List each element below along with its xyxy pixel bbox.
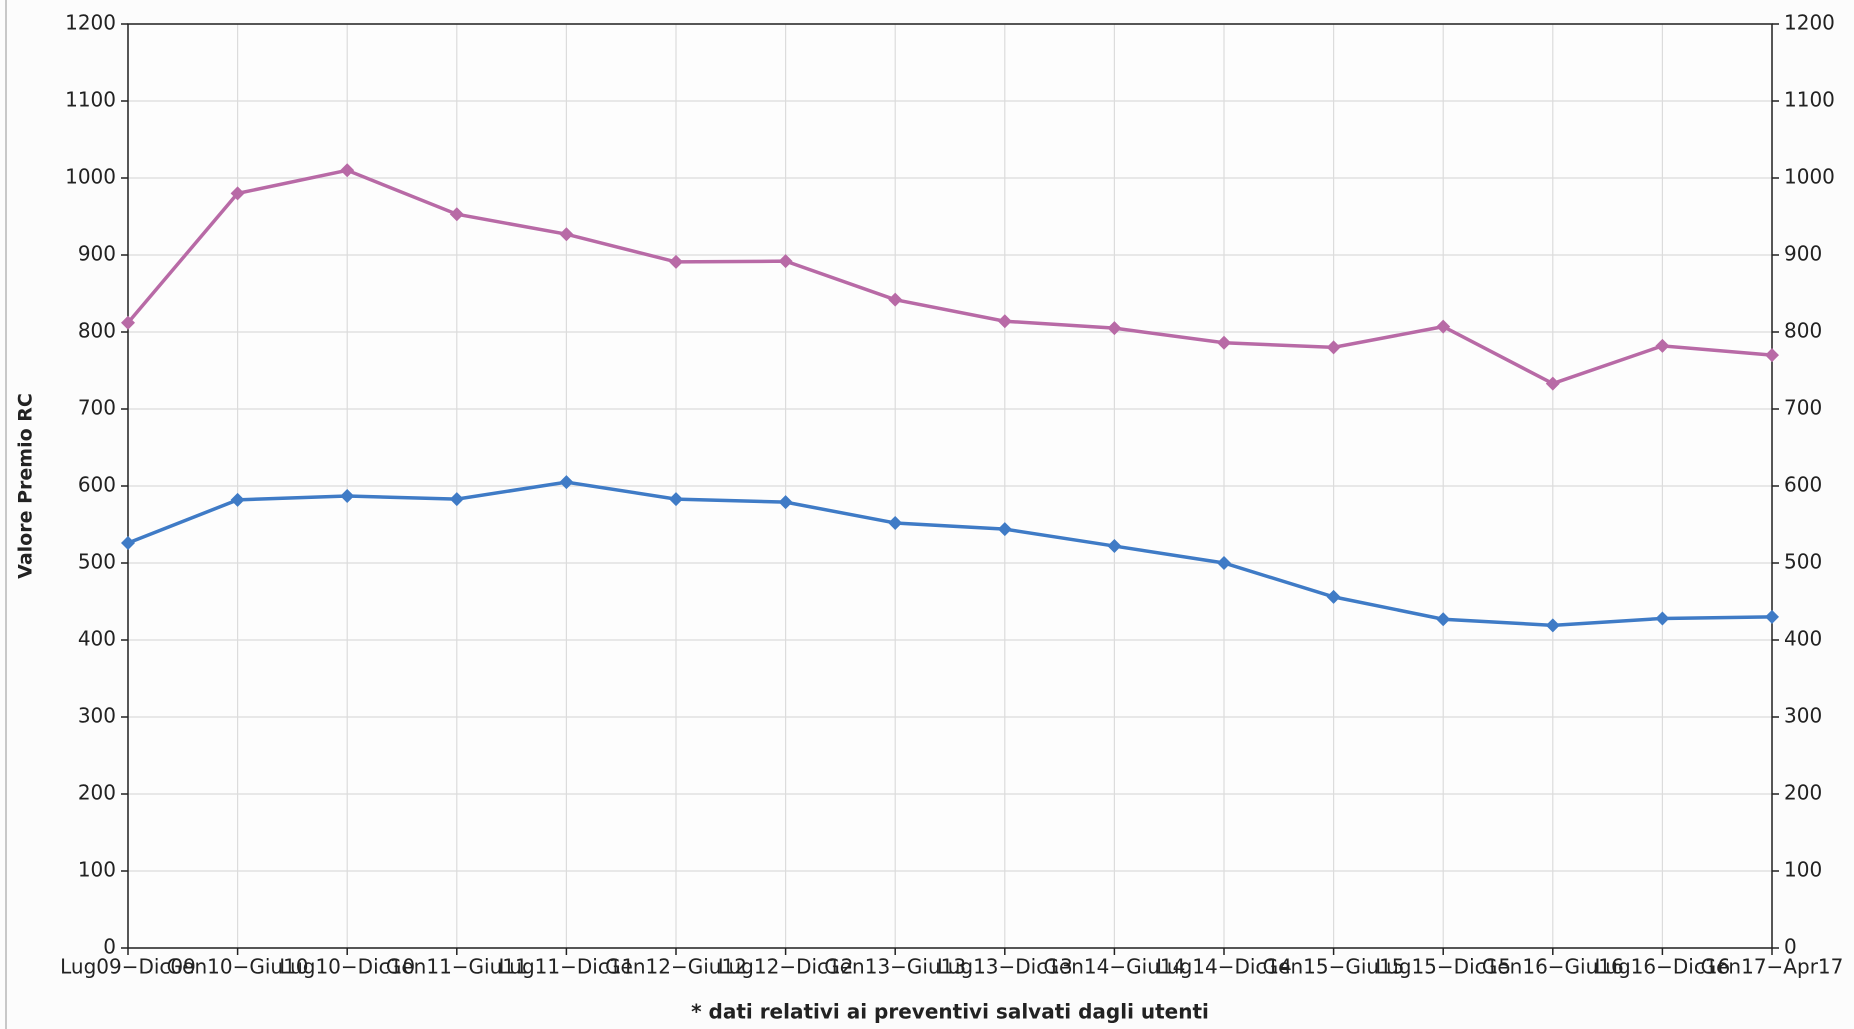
y2-tick-label: 800 <box>1784 319 1822 343</box>
marker <box>778 495 793 510</box>
marker <box>1107 539 1122 554</box>
x-tick-label: Gen16−Giu16 <box>1482 955 1624 979</box>
marker <box>1545 618 1560 633</box>
plot-border <box>127 23 1773 949</box>
marker <box>669 254 683 269</box>
y2-tick-label: 400 <box>1784 627 1822 651</box>
marker <box>1217 335 1231 350</box>
marker <box>1107 321 1122 336</box>
marker <box>997 314 1012 329</box>
y-tick-label: 300 <box>78 704 116 728</box>
marker <box>340 489 355 504</box>
y2-tick-label: 200 <box>1784 781 1822 805</box>
x-tick-label: Gen17−Apr17 <box>1701 955 1844 979</box>
y-tick-label: 700 <box>78 396 116 420</box>
marker <box>778 254 793 269</box>
y-tick-label: 1200 <box>65 11 116 35</box>
marker <box>1436 319 1451 334</box>
x-tick-label: Gen12−Giu12 <box>605 955 747 979</box>
y-tick-label: 500 <box>78 550 116 574</box>
x-tick-label: Gen14−Giu14 <box>1043 955 1185 979</box>
marker <box>888 515 903 530</box>
marker <box>1655 611 1670 626</box>
x-axis-label: * dati relativi ai preventivi salvati da… <box>691 1000 1209 1024</box>
y-axis-label: Valore Premio RC <box>15 393 37 579</box>
marker <box>1326 340 1341 355</box>
y2-tick-label: 900 <box>1784 242 1822 266</box>
marker <box>1765 609 1779 624</box>
x-tick-label: Lug16−Dic16 <box>1595 955 1731 979</box>
y-tick-label: 100 <box>78 858 116 882</box>
x-tick-label: Lug11−Dic11 <box>499 955 635 979</box>
marker <box>1545 376 1560 391</box>
marker <box>1326 589 1341 604</box>
y-tick-label: 600 <box>78 473 116 497</box>
y-tick-label: 1100 <box>65 88 116 112</box>
y2-tick-label: 100 <box>1784 858 1822 882</box>
x-tick-label: Gen11−Giu11 <box>386 955 528 979</box>
y-tick-label: 200 <box>78 781 116 805</box>
y2-tick-label: 1000 <box>1784 165 1835 189</box>
marker <box>230 186 245 201</box>
y2-tick-label: 0 <box>1784 935 1797 959</box>
x-tick-label: Lug10−Dic10 <box>279 955 415 979</box>
y-tick-label: 0 <box>103 935 116 959</box>
marker <box>1217 556 1231 570</box>
x-tick-label: Gen13−Giu13 <box>824 955 966 979</box>
y-tick-label: 400 <box>78 627 116 651</box>
y2-tick-label: 1200 <box>1784 11 1835 35</box>
marker <box>121 315 135 330</box>
marker <box>888 292 903 307</box>
marker <box>559 227 574 242</box>
x-tick-label: Lug12−Dic12 <box>718 955 854 979</box>
marker <box>340 163 355 178</box>
marker <box>1655 338 1670 353</box>
x-tick-label: Gen10−Giu10 <box>167 955 309 979</box>
marker <box>449 207 464 222</box>
y-tick-label: 900 <box>78 242 116 266</box>
marker <box>559 475 574 490</box>
y2-tick-label: 600 <box>1784 473 1822 497</box>
marker <box>1436 612 1451 627</box>
marker <box>1765 348 1779 363</box>
line <box>127 480 1773 628</box>
marker <box>230 492 245 507</box>
x-tick-label: Lug09−Dic09 <box>60 955 196 979</box>
y2-tick-label: 700 <box>1784 396 1822 420</box>
y-tick-label: 1000 <box>65 165 116 189</box>
marker <box>997 522 1012 537</box>
y2-tick-label: 300 <box>1784 704 1822 728</box>
marker <box>121 535 135 550</box>
x-tick-label: Gen15−Giu15 <box>1263 955 1405 979</box>
y2-tick-label: 1100 <box>1784 88 1835 112</box>
marker <box>449 492 464 507</box>
x-tick-label: Lug13−Dic13 <box>937 955 1073 979</box>
y-tick-label: 800 <box>78 319 116 343</box>
x-tick-label: Lug14−Dic14 <box>1156 955 1292 979</box>
x-tick-label: Lug15−Dic15 <box>1375 955 1511 979</box>
line <box>126 168 1773 386</box>
marker <box>669 492 683 507</box>
y2-tick-label: 500 <box>1784 550 1822 574</box>
